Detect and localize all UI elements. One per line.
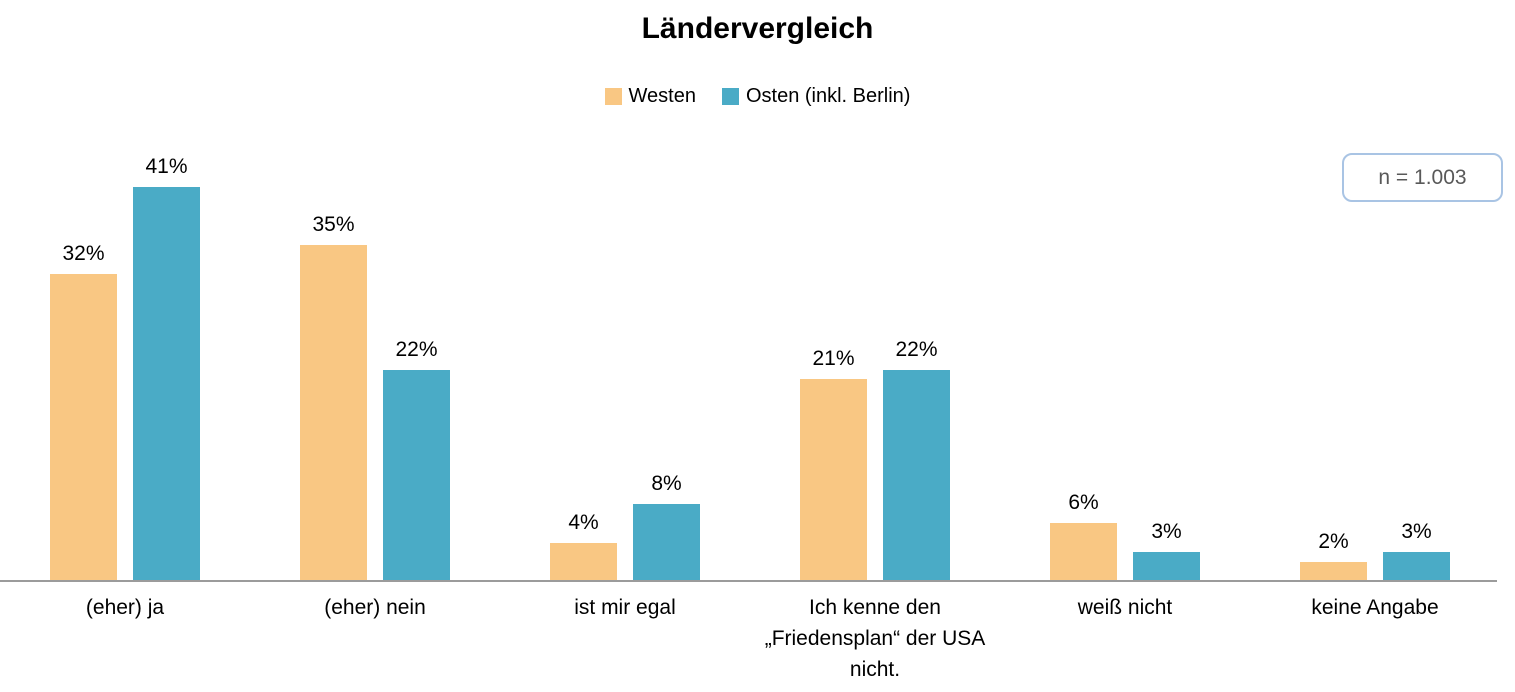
sample-size-box: n = 1.003: [1342, 153, 1503, 202]
bar-group: 2% 3%: [1250, 520, 1500, 581]
x-axis-line: [0, 580, 1497, 582]
legend-item-osten: Osten (inkl. Berlin): [721, 85, 911, 108]
bar-westen: [300, 245, 367, 581]
bar-group: 6% 3%: [1000, 491, 1250, 581]
category-label: (eher) nein: [250, 592, 500, 685]
bar-group: 4% 8%: [500, 472, 750, 581]
value-label: 22%: [395, 337, 438, 361]
legend-swatch-icon: [721, 88, 739, 105]
category-label: Ich kenne den „Friedensplan“ der USA nic…: [750, 592, 1000, 685]
bar-column: 8%: [633, 472, 700, 581]
bar-column: 35%: [300, 213, 367, 581]
bar-westen: [50, 273, 117, 581]
bar-westen: [1050, 523, 1117, 581]
bar-osten: [1133, 552, 1200, 581]
value-label: 35%: [312, 213, 355, 236]
value-label: 3%: [1151, 520, 1182, 544]
plot-area: 32% 41% 35% 22% 4% 8% 21% 22% 6% 3% 2% 3%: [0, 155, 1500, 581]
bar-column: 2%: [1300, 530, 1367, 581]
legend-label: Osten (inkl. Berlin): [745, 85, 911, 107]
bar-westen: [1300, 561, 1367, 581]
bar-column: 32%: [50, 242, 117, 581]
bar-westen: [550, 542, 617, 581]
bar-osten: [383, 369, 450, 581]
chart-title: Ländervergleich: [641, 12, 874, 45]
category-label-text: ist mir egal: [574, 596, 676, 619]
bar-column: 22%: [383, 338, 450, 581]
bar-group: 32% 41%: [0, 155, 250, 581]
bar-osten: [883, 369, 950, 581]
bar-column: 4%: [550, 511, 617, 581]
value-label: 41%: [145, 155, 188, 179]
bar-osten: [1383, 552, 1450, 581]
bar-column: 22%: [883, 338, 950, 581]
sample-size-label: n = 1.003: [1378, 165, 1467, 189]
category-label-text: weiß nicht: [1077, 596, 1173, 619]
value-label: 21%: [812, 347, 855, 371]
value-label: 8%: [651, 472, 682, 496]
category-labels: (eher) ja (eher) nein ist mir egal Ich kenn…: [0, 592, 1500, 685]
bar-column: 21%: [800, 347, 867, 581]
value-label: 4%: [568, 510, 599, 534]
bar-group: 35% 22%: [250, 213, 500, 581]
bar-column: 3%: [1133, 520, 1200, 581]
category-label: keine Angabe: [1250, 592, 1500, 685]
bar-column: 41%: [133, 155, 200, 581]
legend-swatch-icon: [604, 88, 622, 105]
bar-group: 21% 22%: [750, 338, 1000, 581]
value-label: 3%: [1401, 520, 1432, 544]
bar-column: 3%: [1383, 520, 1450, 581]
bar-osten: [633, 504, 700, 581]
bar-westen: [800, 379, 867, 581]
category-label: (eher) ja: [0, 592, 250, 685]
bar-column: 6%: [1050, 491, 1117, 581]
category-label: ist mir egal: [500, 592, 750, 685]
category-label-text: (eher) ja: [85, 596, 165, 619]
category-label-text: keine Angabe: [1311, 596, 1439, 619]
value-label: 32%: [62, 241, 105, 265]
value-label: 2%: [1318, 529, 1349, 553]
category-label-text: (eher) nein: [324, 596, 426, 619]
legend: Westen Osten (inkl. Berlin): [0, 85, 1515, 108]
category-label: weiß nicht: [1000, 592, 1250, 685]
value-label: 6%: [1068, 491, 1099, 515]
bar-osten: [133, 187, 200, 581]
value-label: 22%: [895, 337, 938, 361]
legend-item-westen: Westen: [604, 85, 696, 108]
legend-label: Westen: [628, 85, 696, 107]
category-label-text: Ich kenne den „Friedensplan“ der USA nic…: [764, 596, 986, 681]
